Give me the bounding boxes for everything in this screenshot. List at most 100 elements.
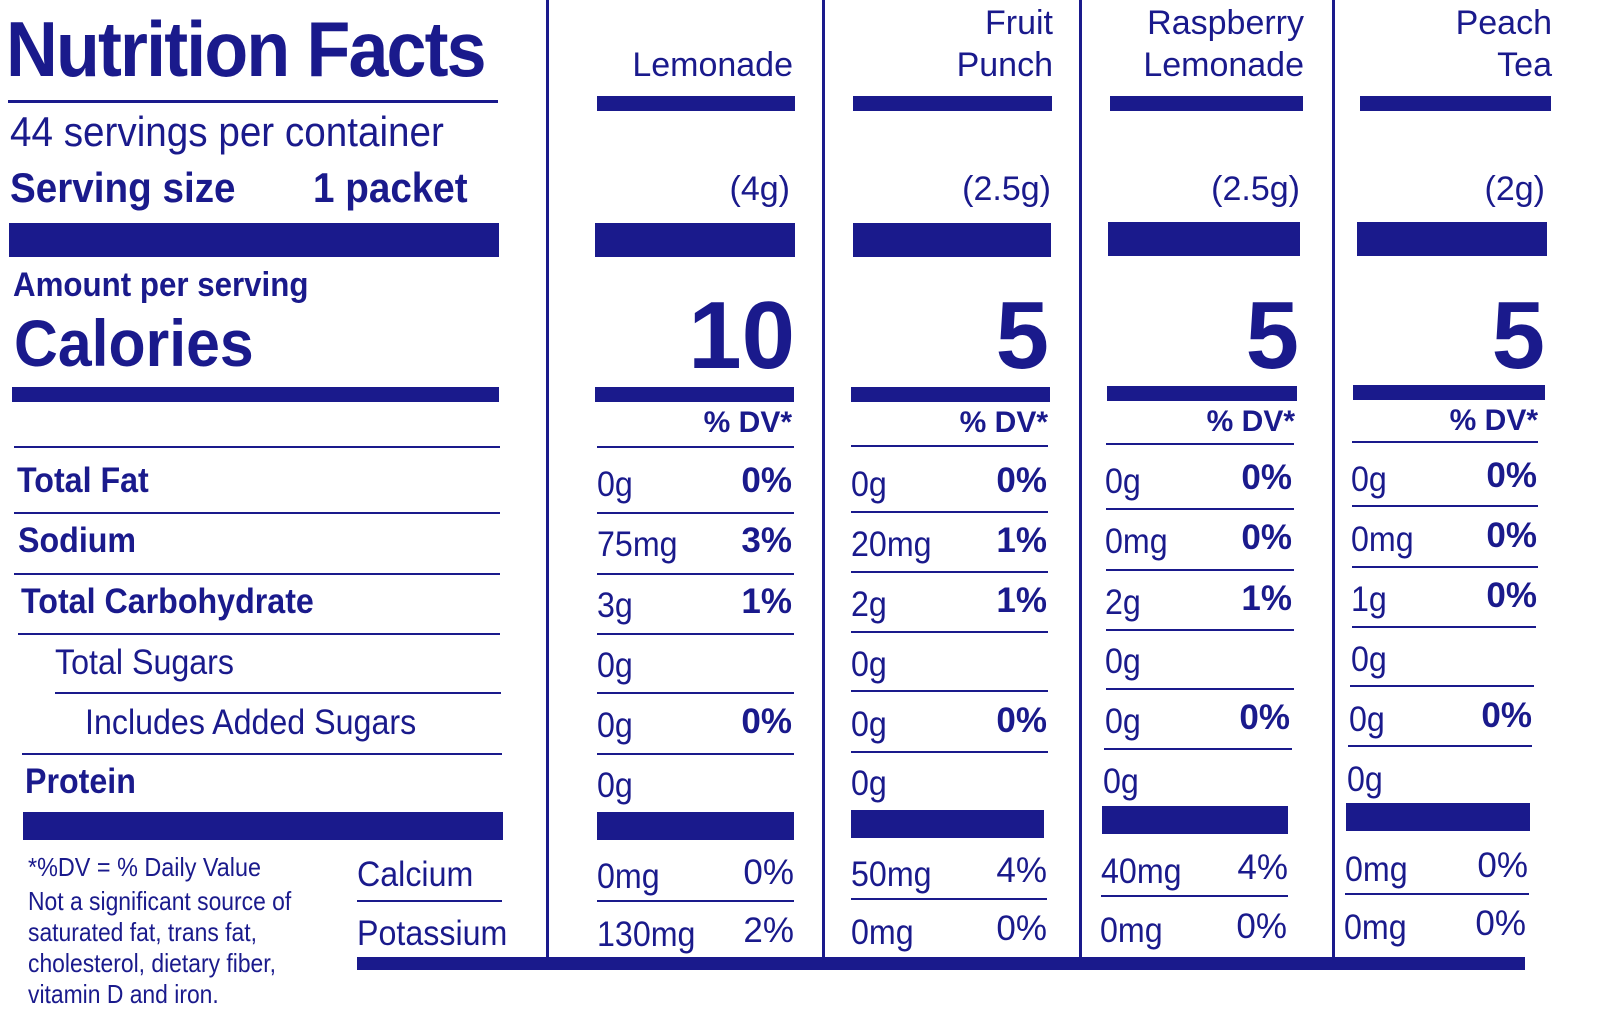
flavor-bar — [851, 387, 1050, 402]
total-carb-dv: 1% — [741, 582, 792, 621]
dv-header: % DV* — [959, 406, 1048, 439]
rule-row — [55, 692, 501, 694]
serving-size-value: 1 packet — [313, 164, 468, 211]
bottom-bar — [357, 957, 1525, 970]
total-fat-amount: 0g — [1351, 460, 1387, 499]
row-rule — [1348, 745, 1532, 747]
column-divider — [1332, 0, 1335, 960]
total-fat-dv: 0% — [1241, 458, 1292, 497]
mineral-calcium: Calcium — [357, 855, 474, 894]
row-rule — [1101, 895, 1288, 897]
flavor-serving-size: (4g) — [729, 170, 790, 208]
flavor-calories: 5 — [995, 282, 1049, 389]
row-rule — [851, 690, 1048, 692]
total-fat-dv: 0% — [1486, 456, 1537, 495]
flavor-name: Peach Tea — [1455, 4, 1552, 84]
mineral-potassium: Potassium — [357, 914, 508, 953]
added-sugars-amount: 0g — [597, 706, 633, 745]
sodium-amount: 75mg — [597, 525, 678, 564]
sodium-dv: 3% — [741, 521, 792, 560]
row-rule — [1352, 441, 1538, 443]
dv-header: % DV* — [1206, 405, 1295, 438]
column-divider — [546, 0, 549, 960]
total-fat-dv: 0% — [741, 461, 792, 500]
nutrient-added-sugars: Includes Added Sugars — [85, 703, 417, 742]
potassium-amount: 0mg — [1100, 911, 1163, 950]
not-significant-note: Not a significant source of saturated fa… — [28, 886, 292, 1009]
protein-amount: 0g — [597, 766, 633, 805]
calcium-amount: 40mg — [1101, 852, 1182, 891]
flavor-calories: 5 — [1491, 282, 1545, 389]
nutrient-total-sugars: Total Sugars — [55, 643, 234, 682]
rule-row — [18, 633, 500, 635]
flavor-bar — [1102, 806, 1288, 834]
sodium-amount: 20mg — [851, 525, 932, 564]
flavor-bar — [595, 223, 795, 257]
total-sugars-amount: 0g — [1351, 640, 1387, 679]
serving-size-label: Serving size — [10, 164, 236, 211]
amount-per-serving: Amount per serving — [13, 266, 309, 304]
panel-title: Nutrition Facts — [6, 5, 487, 93]
column-divider — [822, 0, 825, 960]
row-rule — [1106, 688, 1294, 690]
added-sugars-amount: 0g — [851, 705, 887, 744]
flavor-serving-size: (2g) — [1484, 170, 1545, 208]
row-rule — [1106, 629, 1294, 631]
calcium-dv: 0% — [743, 853, 794, 892]
potassium-dv: 0% — [996, 909, 1047, 948]
flavor-bar — [853, 96, 1052, 111]
thick-bar-serving — [9, 223, 499, 257]
dv-header: % DV* — [1449, 404, 1538, 437]
thick-bar-protein — [23, 812, 503, 840]
flavor-bar — [1357, 222, 1547, 256]
added-sugars-amount: 0g — [1105, 702, 1141, 741]
total-carb-dv: 0% — [1486, 576, 1537, 615]
row-rule — [597, 573, 794, 575]
row-rule — [1350, 685, 1534, 687]
flavor-calories: 10 — [688, 282, 795, 389]
flavor-name: Lemonade — [632, 46, 793, 84]
sodium-amount: 0mg — [1105, 522, 1168, 561]
protein-amount: 0g — [1347, 760, 1383, 799]
row-rule — [851, 571, 1048, 573]
row-rule — [851, 898, 1047, 900]
potassium-amount: 130mg — [597, 915, 696, 954]
potassium-dv: 2% — [743, 911, 794, 950]
sodium-dv: 0% — [1486, 516, 1537, 555]
total-fat-amount: 0g — [851, 465, 887, 504]
calcium-dv: 4% — [1237, 848, 1288, 887]
total-fat-amount: 0g — [597, 465, 633, 504]
nutrient-total-fat: Total Fat — [17, 461, 149, 500]
calories-label: Calories — [14, 306, 254, 380]
row-rule — [1106, 569, 1294, 571]
total-sugars-amount: 0g — [851, 645, 887, 684]
row-rule — [1352, 626, 1536, 628]
row-rule — [1345, 893, 1529, 895]
calcium-amount: 50mg — [851, 855, 932, 894]
added-sugars-dv: 0% — [1481, 696, 1532, 735]
added-sugars-dv: 0% — [1239, 698, 1290, 737]
added-sugars-dv: 0% — [996, 701, 1047, 740]
rule-row — [14, 512, 500, 514]
sodium-amount: 0mg — [1351, 520, 1414, 559]
flavor-bar — [1107, 386, 1297, 401]
flavor-bar — [1110, 96, 1303, 111]
calcium-amount: 0mg — [1345, 850, 1408, 889]
flavor-bar — [851, 810, 1044, 838]
potassium-amount: 0mg — [1344, 908, 1407, 947]
flavor-bar — [597, 812, 794, 840]
flavor-name: Raspberry Lemonade — [1143, 4, 1304, 84]
sodium-dv: 0% — [1241, 518, 1292, 557]
total-sugars-amount: 0g — [1105, 642, 1141, 681]
row-rule — [1106, 508, 1294, 510]
flavor-bar — [1346, 803, 1530, 831]
dv-header: % DV* — [703, 406, 792, 439]
row-rule — [1106, 443, 1294, 445]
total-fat-amount: 0g — [1105, 462, 1141, 501]
row-rule — [597, 692, 794, 694]
flavor-calories: 5 — [1245, 282, 1299, 389]
title-rule — [8, 100, 498, 103]
row-rule — [851, 751, 1048, 753]
row-rule — [1104, 748, 1292, 750]
row-rule — [851, 511, 1048, 513]
